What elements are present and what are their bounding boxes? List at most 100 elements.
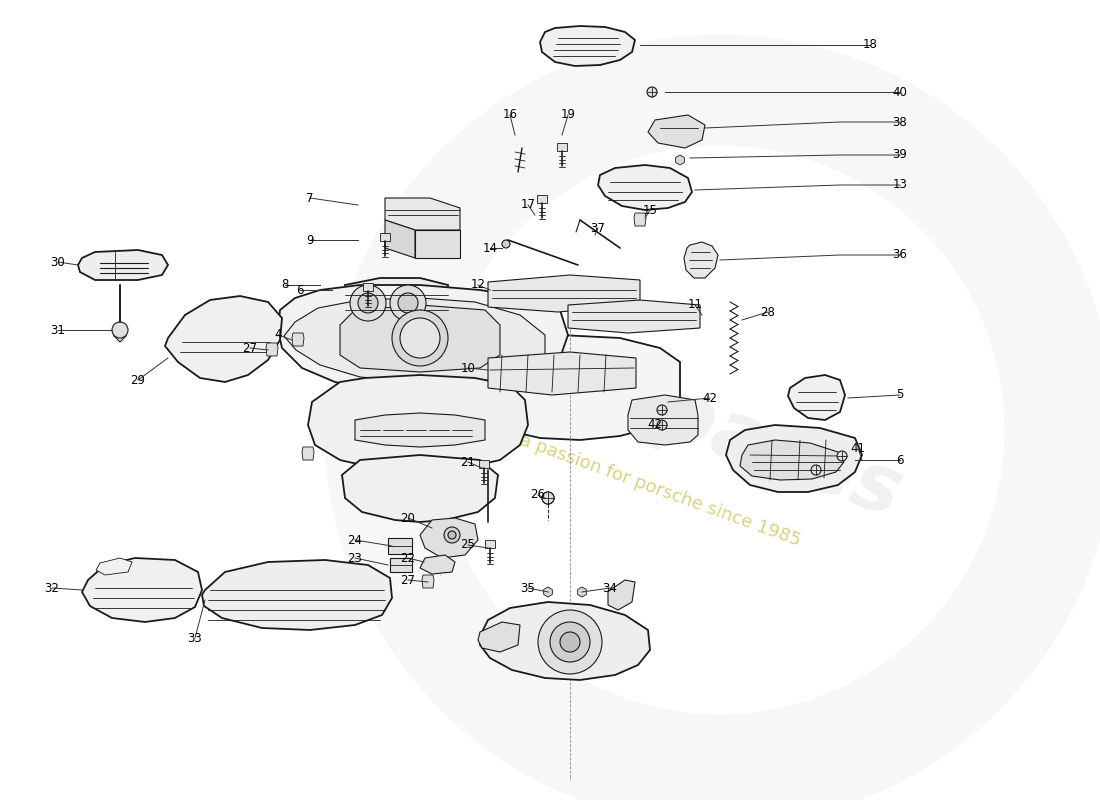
Text: 41: 41: [850, 442, 866, 454]
Text: 27: 27: [242, 342, 257, 354]
Bar: [537, 195, 547, 203]
Polygon shape: [415, 230, 460, 258]
Text: 4: 4: [274, 329, 282, 342]
Circle shape: [542, 492, 554, 504]
Polygon shape: [82, 558, 202, 622]
Polygon shape: [448, 335, 680, 440]
Text: 17: 17: [520, 198, 536, 211]
Bar: [388, 538, 412, 554]
Text: 15: 15: [642, 203, 658, 217]
Polygon shape: [675, 155, 684, 165]
Circle shape: [542, 492, 554, 504]
Circle shape: [657, 405, 667, 415]
Text: 33: 33: [188, 631, 202, 645]
Polygon shape: [284, 298, 544, 382]
Text: 5: 5: [896, 389, 904, 402]
Polygon shape: [96, 558, 132, 575]
Polygon shape: [345, 278, 448, 328]
Circle shape: [502, 240, 510, 248]
Text: 35: 35: [520, 582, 536, 594]
Text: 28: 28: [760, 306, 775, 318]
Polygon shape: [540, 26, 635, 66]
Polygon shape: [114, 322, 126, 342]
Text: 21: 21: [461, 455, 475, 469]
Text: 24: 24: [348, 534, 363, 546]
Text: 6: 6: [896, 454, 904, 466]
Circle shape: [538, 610, 602, 674]
Polygon shape: [578, 587, 586, 597]
Text: 11: 11: [688, 298, 703, 311]
Circle shape: [400, 318, 440, 358]
Text: 25: 25: [461, 538, 475, 551]
Text: 31: 31: [51, 323, 65, 337]
Polygon shape: [684, 242, 718, 278]
Polygon shape: [608, 580, 635, 610]
Polygon shape: [342, 455, 498, 522]
Polygon shape: [488, 352, 636, 395]
Text: 8: 8: [282, 278, 288, 291]
Polygon shape: [420, 518, 478, 558]
Circle shape: [837, 451, 847, 461]
Circle shape: [392, 310, 448, 366]
Polygon shape: [488, 275, 640, 312]
Polygon shape: [543, 587, 552, 597]
Circle shape: [444, 527, 460, 543]
Text: eurospares: eurospares: [407, 286, 913, 534]
Circle shape: [560, 632, 580, 652]
Circle shape: [350, 285, 386, 321]
Polygon shape: [266, 343, 278, 356]
Text: 40: 40: [892, 86, 907, 98]
Text: 18: 18: [862, 38, 878, 51]
Circle shape: [550, 622, 590, 662]
Text: 36: 36: [892, 249, 907, 262]
Circle shape: [112, 322, 128, 338]
Circle shape: [398, 293, 418, 313]
Text: 14: 14: [483, 242, 497, 254]
Text: 27: 27: [400, 574, 416, 586]
Text: 7: 7: [306, 191, 313, 205]
Text: 30: 30: [51, 255, 65, 269]
Text: 13: 13: [892, 178, 907, 191]
Polygon shape: [308, 375, 528, 470]
Polygon shape: [480, 602, 650, 680]
Polygon shape: [278, 285, 568, 392]
Text: a passion for porsche since 1985: a passion for porsche since 1985: [517, 430, 803, 550]
Polygon shape: [740, 440, 844, 480]
Polygon shape: [788, 375, 845, 420]
Polygon shape: [628, 395, 698, 445]
Text: 6: 6: [296, 283, 304, 297]
Bar: [390, 558, 412, 572]
Text: 32: 32: [45, 582, 59, 594]
Text: 9: 9: [306, 234, 313, 246]
Text: 19: 19: [561, 109, 575, 122]
Polygon shape: [598, 165, 692, 210]
Text: 34: 34: [603, 582, 617, 594]
Text: 37: 37: [591, 222, 605, 234]
Circle shape: [358, 293, 378, 313]
Polygon shape: [385, 220, 415, 258]
Polygon shape: [165, 296, 282, 382]
Polygon shape: [420, 555, 455, 574]
Text: 20: 20: [400, 511, 416, 525]
Circle shape: [657, 420, 667, 430]
Text: 29: 29: [131, 374, 145, 386]
Polygon shape: [302, 447, 313, 460]
Text: 26: 26: [530, 489, 546, 502]
Polygon shape: [568, 300, 700, 333]
Polygon shape: [726, 425, 862, 492]
Bar: [485, 540, 495, 548]
Bar: [379, 233, 390, 241]
Text: 38: 38: [892, 115, 907, 129]
Circle shape: [647, 87, 657, 97]
Polygon shape: [648, 115, 705, 148]
Polygon shape: [478, 622, 520, 652]
Polygon shape: [202, 560, 392, 630]
Polygon shape: [422, 575, 435, 588]
Circle shape: [390, 285, 426, 321]
Circle shape: [811, 465, 821, 475]
Polygon shape: [355, 413, 485, 447]
Polygon shape: [292, 333, 304, 346]
Polygon shape: [634, 213, 646, 226]
Bar: [363, 283, 373, 291]
Polygon shape: [385, 198, 460, 230]
